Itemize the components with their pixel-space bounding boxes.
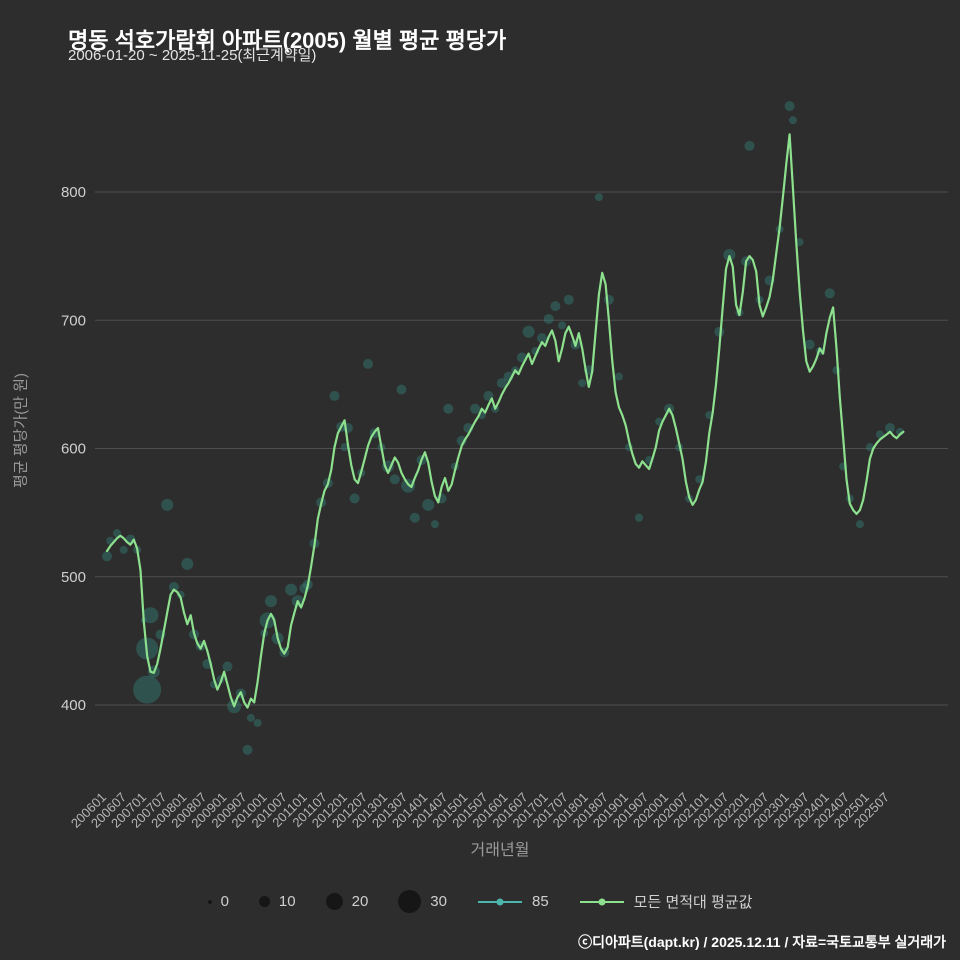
transaction-bubble xyxy=(784,101,795,112)
transaction-bubble xyxy=(550,301,561,312)
transaction-bubble xyxy=(496,378,507,389)
transaction-bubble xyxy=(563,294,574,305)
transaction-bubble xyxy=(285,583,298,596)
y-axis-title: 평균 평당가(만 원) xyxy=(12,373,30,488)
transaction-bubble xyxy=(723,248,736,261)
transaction-bubble xyxy=(522,325,535,338)
transaction-bubble xyxy=(119,545,128,554)
transaction-bubble xyxy=(409,512,420,523)
y-tick-label: 800 xyxy=(61,184,86,201)
legend-label: 10 xyxy=(278,893,296,910)
transaction-bubble xyxy=(349,493,360,504)
transaction-bubble xyxy=(161,498,174,511)
page-title: 명동 석호가람휘 아파트(2005) 월별 평균 평당가 xyxy=(68,27,507,53)
transaction-bubble xyxy=(804,339,815,350)
plot-area: 4005006007008002006012006072007012007072… xyxy=(61,101,948,831)
avg-price-line xyxy=(105,133,905,709)
transaction-bubble xyxy=(443,403,454,414)
legend-label: 모든 면적대 평균값 xyxy=(633,894,753,911)
legend-bubble-size-20: 20 xyxy=(325,893,369,910)
legend-series-85: 85 xyxy=(477,893,549,910)
transaction-bubble xyxy=(744,140,755,151)
transaction-bubble xyxy=(635,513,644,522)
transaction-bubble xyxy=(614,372,623,381)
legend-label: 0 xyxy=(220,893,229,910)
transaction-bubble xyxy=(396,384,407,395)
transaction-bubble xyxy=(578,379,587,388)
series-average-line-icon xyxy=(579,898,624,905)
transaction-bubble xyxy=(885,422,895,433)
transaction-bubble xyxy=(340,443,349,452)
transaction-bubble xyxy=(594,193,603,202)
transaction-bubble xyxy=(855,520,864,529)
transaction-bubble xyxy=(264,595,277,608)
transaction-bubble xyxy=(795,238,804,247)
transaction-bubble xyxy=(422,498,435,511)
transaction-bubble xyxy=(133,675,162,704)
legend-series-average: 모든 면적대 평균값 xyxy=(579,891,753,912)
transaction-bubble xyxy=(102,551,112,562)
transaction-bubble xyxy=(537,333,547,344)
legend-label: 30 xyxy=(430,893,447,910)
y-tick-label: 700 xyxy=(61,312,86,329)
transaction-bubble xyxy=(875,430,884,439)
source-credit: ⓒ디아파트(dapt.kr) / 2025.12.11 / 자료=국토교통부 실… xyxy=(578,934,946,950)
transaction-bubble xyxy=(142,607,159,624)
transaction-bubble xyxy=(788,116,797,125)
transaction-bubble xyxy=(430,520,439,529)
transaction-bubble xyxy=(253,718,262,727)
transaction-bubble xyxy=(470,403,481,414)
y-tick-label: 600 xyxy=(61,441,86,458)
transaction-bubble xyxy=(695,475,704,484)
page-subtitle: 2006-01-20 ~ 2025-11-25(최근계약일) xyxy=(68,47,317,64)
y-tick-label: 400 xyxy=(61,697,86,714)
bubble-size-30-icon xyxy=(398,890,422,913)
transaction-bubble xyxy=(558,321,567,330)
chart-legend: 0 10 20 30 85 모든 면적대 평균값 xyxy=(0,890,960,913)
transaction-bubble xyxy=(329,390,340,401)
x-axis-title: 거래년월 xyxy=(470,842,530,859)
transaction-bubble xyxy=(603,294,614,305)
bubble-size-0-icon xyxy=(207,899,212,904)
y-tick-label: 500 xyxy=(61,569,86,586)
legend-bubble-size-30: 30 xyxy=(398,890,447,913)
transaction-bubble xyxy=(363,358,373,369)
transaction-bubble xyxy=(246,713,255,722)
transaction-bubble xyxy=(113,529,122,538)
bubble-size-20-icon xyxy=(325,893,343,910)
transaction-bubble xyxy=(824,288,835,299)
transaction-bubble xyxy=(168,582,179,593)
legend-bubble-size-0: 0 xyxy=(207,893,229,910)
transaction-bubble xyxy=(181,557,194,570)
transaction-bubble xyxy=(242,744,253,755)
legend-label: 20 xyxy=(351,893,369,910)
bubble-size-10-icon xyxy=(258,896,270,907)
transaction-bubble xyxy=(543,313,554,324)
transaction-bubble xyxy=(222,661,233,672)
series-85-line-icon xyxy=(477,898,522,905)
transaction-bubble xyxy=(389,474,400,485)
legend-label: 85 xyxy=(531,893,549,910)
legend-bubble-size-10: 10 xyxy=(258,893,296,910)
